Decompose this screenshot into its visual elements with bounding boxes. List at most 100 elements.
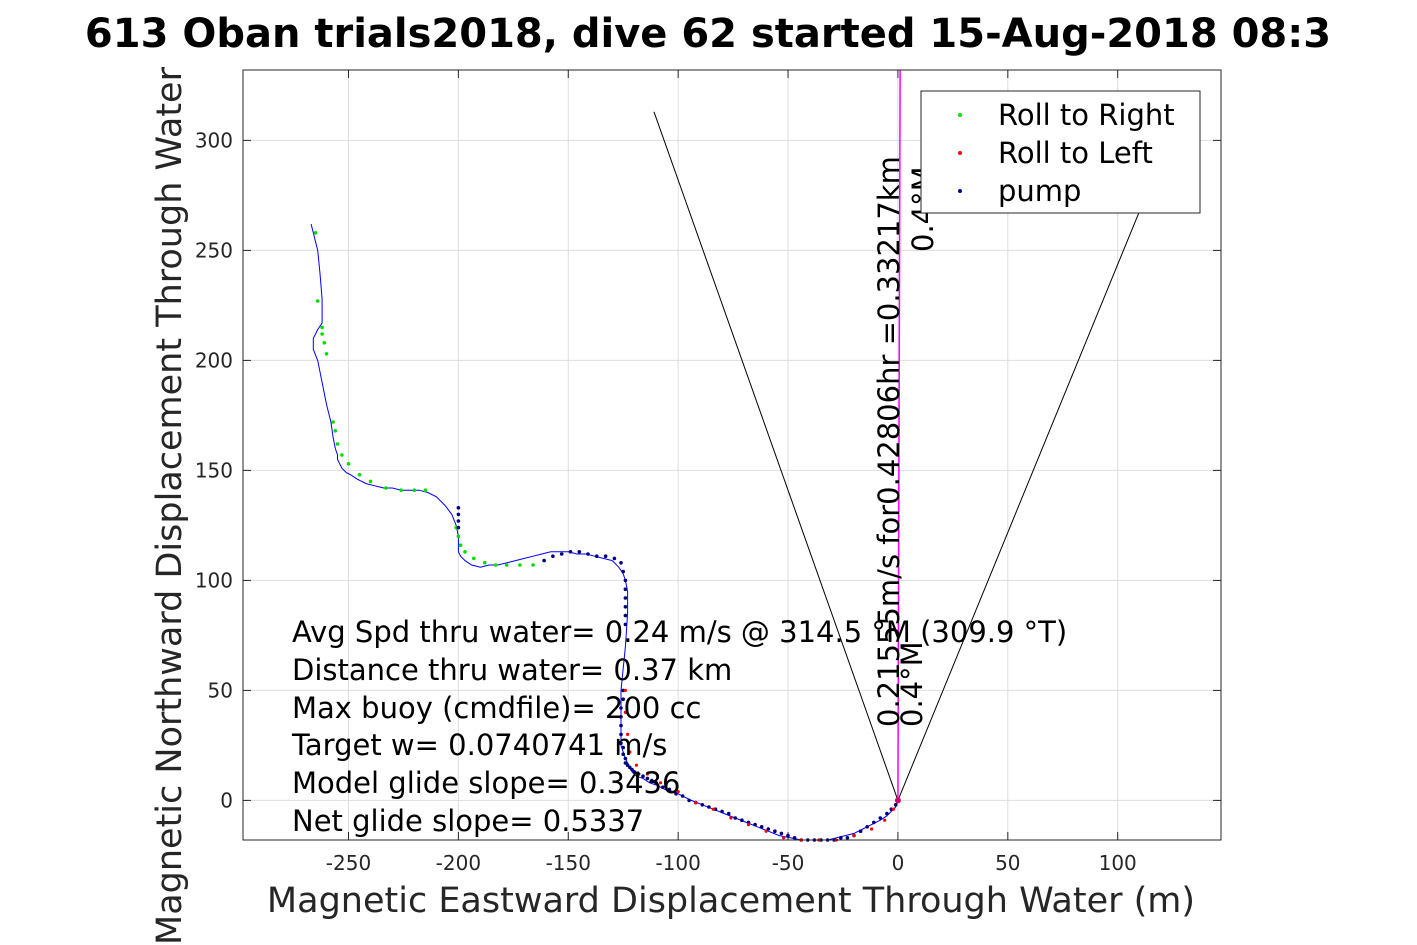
heading-fan-line bbox=[897, 210, 1141, 801]
roll-right-point bbox=[322, 341, 327, 345]
stat-model-glide: Model glide slope= 0.3436 bbox=[292, 766, 680, 800]
legend: Roll to Right Roll to Left pump bbox=[920, 90, 1201, 214]
pump-point bbox=[621, 752, 625, 756]
x-tick-label: -200 bbox=[436, 851, 481, 875]
roll-right-point bbox=[412, 488, 417, 493]
stat-net-glide: Net glide slope= 0.5337 bbox=[292, 804, 644, 838]
roll-left-point bbox=[883, 818, 887, 822]
pump-point bbox=[586, 552, 590, 556]
pump-point bbox=[865, 825, 869, 829]
plot-frame bbox=[242, 69, 1222, 841]
pump-point bbox=[707, 805, 711, 809]
legend-marker-roll-right bbox=[958, 113, 962, 117]
legend-box bbox=[920, 90, 1201, 214]
pump-point bbox=[619, 706, 623, 710]
pump-point bbox=[623, 622, 628, 627]
track-markers bbox=[313, 231, 898, 842]
stat-distance: Distance thru water= 0.37 km bbox=[292, 653, 732, 687]
legend-label-roll-left: Roll to Left bbox=[998, 136, 1153, 170]
roll-left-point bbox=[729, 816, 733, 820]
pump-point bbox=[623, 596, 628, 600]
roll-right-point bbox=[333, 429, 338, 433]
pump-point bbox=[603, 554, 608, 558]
y-tick-label: 250 bbox=[195, 238, 233, 262]
pump-point bbox=[623, 761, 628, 765]
pump-point bbox=[456, 525, 461, 530]
pump-point bbox=[623, 613, 628, 618]
roll-left-point bbox=[694, 801, 698, 805]
pump-point bbox=[456, 512, 461, 517]
pump-point bbox=[753, 822, 757, 827]
pump-point bbox=[636, 772, 641, 776]
pump-point bbox=[630, 767, 634, 772]
roll-right-point bbox=[315, 299, 320, 303]
pump-point bbox=[740, 818, 744, 822]
roll-right-point bbox=[504, 563, 509, 567]
pump-point bbox=[680, 794, 685, 798]
pump-point bbox=[542, 558, 546, 563]
legend-label-pump: pump bbox=[998, 174, 1081, 208]
legend-marker-pump bbox=[958, 189, 962, 193]
roll-right-point bbox=[324, 352, 329, 356]
pump-point bbox=[759, 825, 764, 829]
x-tick-label: -150 bbox=[546, 851, 591, 875]
pump-point bbox=[858, 829, 863, 833]
roll-right-point bbox=[346, 462, 351, 466]
x-tick-label: -250 bbox=[326, 851, 371, 875]
roll-right-point bbox=[313, 231, 318, 235]
roll-right-point bbox=[458, 543, 463, 547]
roll-left-point bbox=[659, 781, 663, 785]
roll-right-point bbox=[384, 486, 388, 490]
pump-point bbox=[456, 519, 461, 523]
roll-right-point bbox=[456, 534, 461, 539]
y-tick-label: 100 bbox=[195, 568, 233, 592]
y-tick-label: 200 bbox=[195, 348, 233, 372]
pump-point bbox=[700, 803, 705, 807]
roll-right-point bbox=[368, 479, 373, 484]
pump-point bbox=[661, 785, 665, 789]
roll-left-point bbox=[852, 834, 856, 838]
legend-label-roll-right: Roll to Right bbox=[998, 98, 1175, 132]
roll-right-point bbox=[340, 453, 344, 457]
y-tick-labels: 0 50 100 150 200 250 300 bbox=[195, 128, 233, 812]
pump-point bbox=[619, 561, 623, 565]
roll-right-point bbox=[357, 473, 362, 477]
roll-left-point bbox=[746, 823, 751, 827]
x-tick-label: 50 bbox=[995, 851, 1020, 875]
pump-point bbox=[628, 765, 632, 770]
roll-right-point bbox=[335, 442, 340, 446]
roll-left-point bbox=[623, 688, 628, 693]
x-axis-label: Magnetic Eastward Displacement Through W… bbox=[267, 881, 1195, 921]
pump-point bbox=[779, 831, 784, 836]
roll-left-point bbox=[626, 732, 630, 737]
roll-left-point bbox=[628, 750, 632, 754]
pump-point bbox=[766, 827, 771, 831]
roll-right-point bbox=[531, 563, 535, 567]
roll-right-point bbox=[463, 550, 467, 554]
roll-right-point bbox=[331, 420, 335, 424]
roll-right-point bbox=[399, 488, 404, 493]
pump-point bbox=[773, 829, 777, 833]
x-tick-label: 0 bbox=[892, 851, 905, 875]
pump-point bbox=[654, 781, 658, 785]
pump-point bbox=[621, 569, 625, 574]
pump-point bbox=[726, 811, 731, 816]
roll-left-point bbox=[634, 763, 639, 767]
pump-point bbox=[621, 745, 625, 750]
y-tick-label: 300 bbox=[195, 128, 233, 152]
x-tick-label: 100 bbox=[1099, 851, 1137, 875]
pump-point bbox=[595, 554, 599, 558]
pump-point bbox=[621, 697, 625, 701]
roll-left-point bbox=[645, 772, 650, 776]
y-tick-label: 50 bbox=[208, 678, 233, 702]
y-axis-label: Magnetic Northward Displacement Through … bbox=[150, 66, 190, 945]
chart-title: 613 Oban trials2018, dive 62 started 15-… bbox=[85, 11, 1331, 57]
pump-point bbox=[645, 776, 650, 781]
legend-marker-roll-left bbox=[958, 151, 962, 155]
roll-right-point bbox=[518, 563, 522, 567]
heading-fan-line bbox=[653, 111, 899, 801]
x-tick-labels: -250 -200 -150 -100 -50 0 50 100 bbox=[326, 851, 1137, 875]
pump-point bbox=[619, 715, 623, 719]
pump-point bbox=[623, 587, 628, 591]
